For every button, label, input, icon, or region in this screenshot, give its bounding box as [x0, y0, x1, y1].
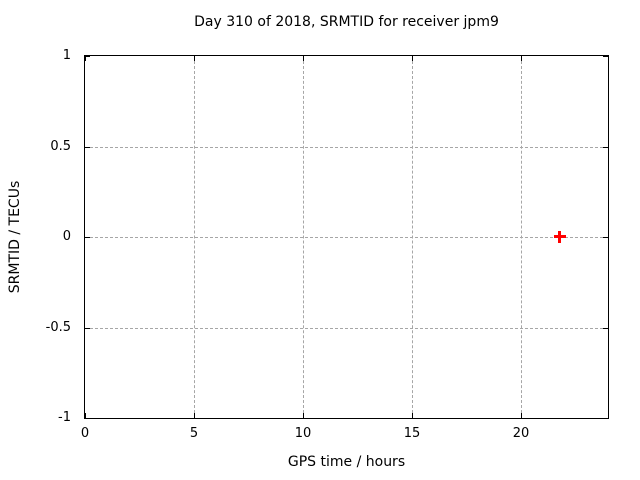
x-tick-mark — [303, 56, 304, 61]
chart-title: Day 310 of 2018, SRMTID for receiver jpm… — [194, 14, 499, 30]
y-tick-label: 0.5 — [50, 139, 71, 154]
x-tick-label: 10 — [294, 426, 312, 441]
y-tick-label: -1 — [58, 410, 71, 425]
y-tick-mark — [603, 56, 608, 57]
grid-line-horizontal — [85, 237, 608, 238]
y-tick-mark — [85, 147, 90, 148]
x-tick-mark — [194, 413, 195, 418]
x-tick-label: 20 — [512, 426, 530, 441]
marker-vertical-bar — [558, 231, 562, 243]
y-tick-mark — [603, 328, 608, 329]
y-tick-label: -0.5 — [45, 320, 71, 335]
x-tick-label: 15 — [403, 426, 421, 441]
y-tick-label: 1 — [62, 48, 71, 63]
x-tick-mark — [412, 56, 413, 61]
x-tick-mark — [412, 413, 413, 418]
x-tick-mark — [303, 413, 304, 418]
grid-line-horizontal — [85, 328, 608, 329]
y-tick-label: 0 — [62, 229, 71, 244]
x-axis-label: GPS time / hours — [287, 454, 406, 470]
x-tick-mark — [85, 413, 86, 418]
y-tick-mark — [603, 418, 608, 419]
y-tick-mark — [603, 147, 608, 148]
x-tick-label: 0 — [80, 426, 90, 441]
x-tick-mark — [194, 56, 195, 61]
x-tick-mark — [521, 413, 522, 418]
y-tick-mark — [85, 328, 90, 329]
y-tick-mark — [85, 418, 90, 419]
x-tick-mark — [521, 56, 522, 61]
grid-line-horizontal — [85, 147, 608, 148]
x-tick-mark — [85, 56, 86, 61]
y-tick-mark — [603, 237, 608, 238]
y-tick-mark — [85, 237, 90, 238]
x-tick-label: 5 — [189, 426, 199, 441]
plot-area: 0 5 10 15 20 1 0.5 0 -0.5 -1 — [46, 48, 609, 441]
y-tick-mark — [85, 56, 90, 57]
